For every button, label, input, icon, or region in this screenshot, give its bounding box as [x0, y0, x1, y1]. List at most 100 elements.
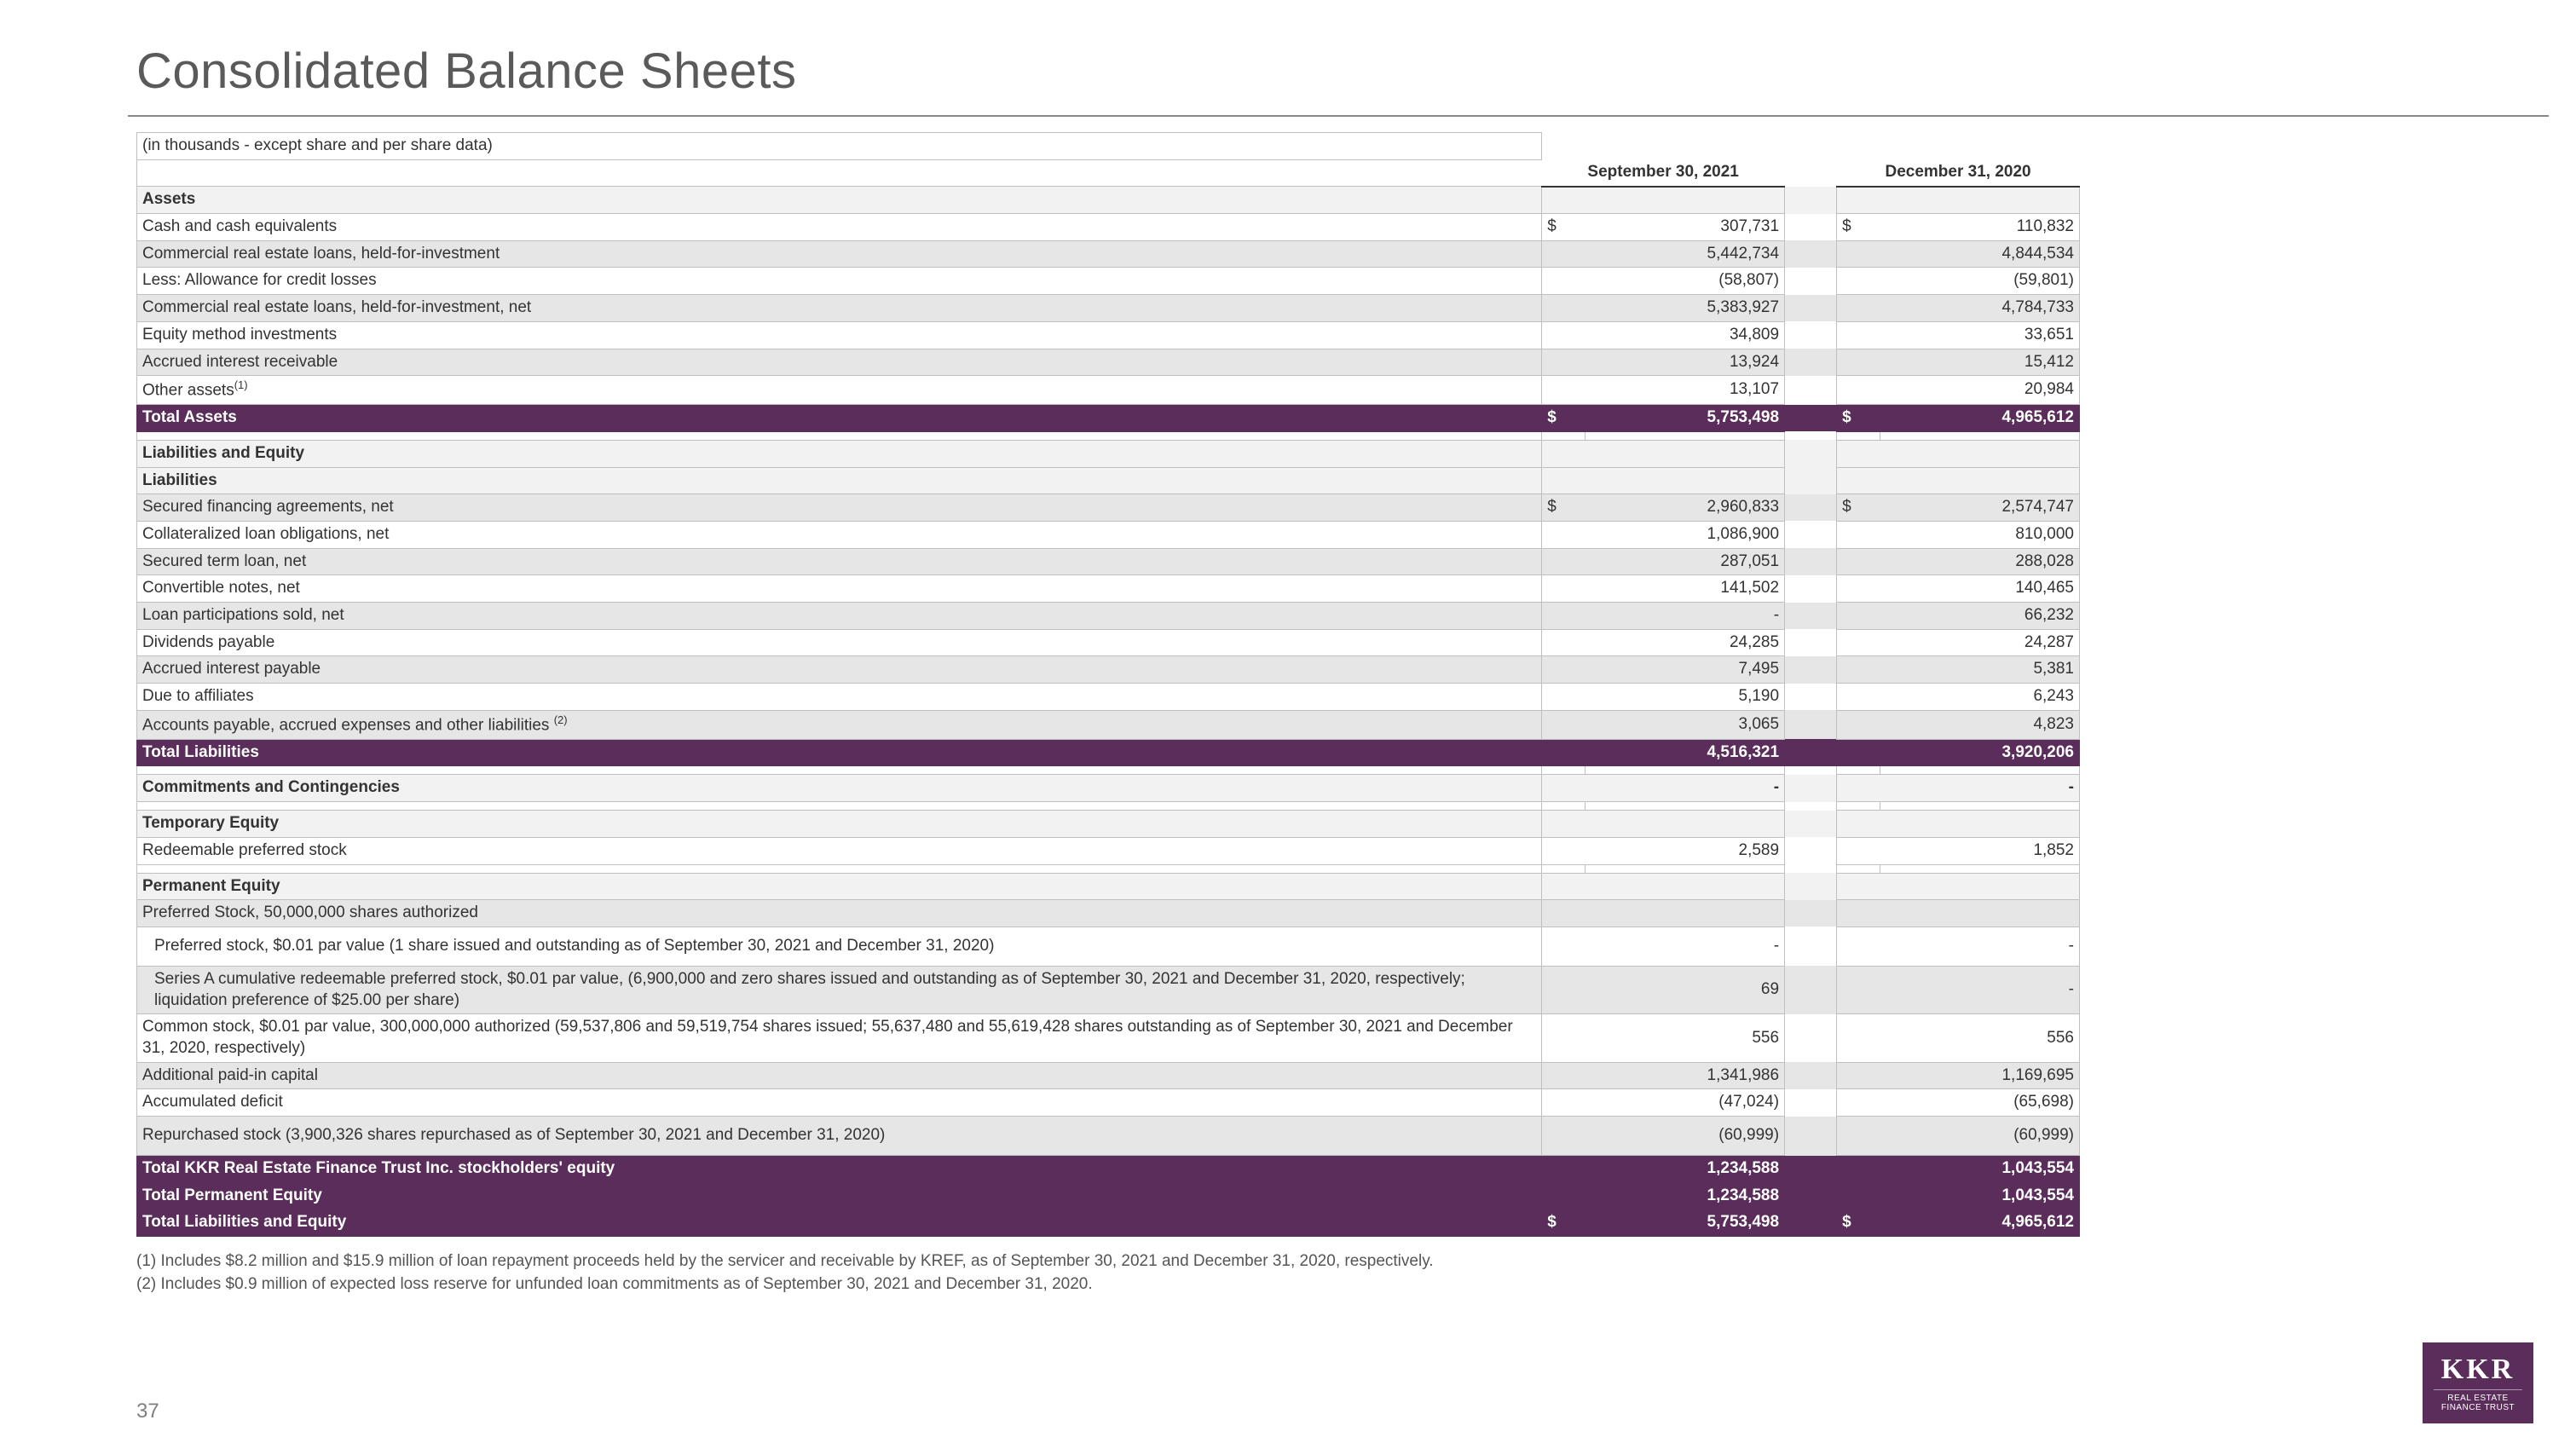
value-period2: 5,381	[1880, 656, 2079, 684]
value-period2: -	[1880, 775, 2079, 802]
footnote-2: (2) Includes $0.9 million of expected lo…	[136, 1273, 2438, 1296]
value-period2: 66,232	[1880, 603, 2079, 630]
row-label: Due to affiliates	[137, 684, 1542, 711]
row-label: Accumulated deficit	[137, 1089, 1542, 1117]
row-label: Total Liabilities	[137, 739, 1542, 766]
table-subtitle: (in thousands - except share and per sha…	[137, 133, 1542, 160]
row-label: Total Permanent Equity	[137, 1182, 1542, 1209]
value-period1: 2,960,833	[1585, 494, 1785, 522]
value-period2: 140,465	[1880, 575, 2079, 603]
logo-text: KKR	[2441, 1354, 2515, 1386]
row-label: Preferred Stock, 50,000,000 shares autho…	[137, 900, 1542, 927]
value-period1: 34,809	[1585, 321, 1785, 349]
value-period1: 5,753,498	[1585, 1209, 1785, 1237]
row-label: Total Assets	[137, 405, 1542, 432]
row-label: Accrued interest receivable	[137, 349, 1542, 376]
value-period1: 1,234,588	[1585, 1156, 1785, 1183]
row-label: Liabilities	[137, 467, 1542, 494]
value-period2: 1,043,554	[1880, 1182, 2079, 1209]
value-period2: 6,243	[1880, 684, 2079, 711]
value-period2: 556	[1880, 1014, 2079, 1062]
value-period1: (60,999)	[1585, 1117, 1785, 1156]
row-label: Permanent Equity	[137, 873, 1542, 900]
value-period1: 3,065	[1585, 710, 1785, 739]
value-period1	[1585, 811, 1785, 838]
row-label: Preferred stock, $0.01 par value (1 shar…	[137, 927, 1542, 966]
row-label: Series A cumulative redeemable preferred…	[137, 966, 1542, 1013]
value-period2: 20,984	[1880, 376, 2079, 405]
row-label: Loan participations sold, net	[137, 603, 1542, 630]
column-header-period2: December 31, 2020	[1837, 159, 2080, 187]
value-period2: (59,801)	[1880, 268, 2079, 295]
value-period1: 1,341,986	[1585, 1062, 1785, 1089]
value-period1: -	[1585, 603, 1785, 630]
value-period2: (65,698)	[1880, 1089, 2079, 1117]
value-period1: (58,807)	[1585, 268, 1785, 295]
value-period2: 110,832	[1880, 214, 2079, 241]
value-period2: 4,844,534	[1880, 240, 2079, 268]
value-period2: 2,574,747	[1880, 494, 2079, 522]
value-period2	[1880, 900, 2079, 927]
value-period1: -	[1585, 927, 1785, 966]
value-period1	[1585, 187, 1785, 214]
value-period1: 141,502	[1585, 575, 1785, 603]
value-period1: 1,234,588	[1585, 1182, 1785, 1209]
value-period2: 1,043,554	[1880, 1156, 2079, 1183]
value-period2	[1880, 187, 2079, 214]
row-label: Dividends payable	[137, 629, 1542, 656]
value-period1	[1585, 467, 1785, 494]
value-period1: 287,051	[1585, 548, 1785, 575]
value-period1	[1585, 440, 1785, 467]
brand-logo: KKR REAL ESTATEFINANCE TRUST	[2423, 1342, 2533, 1423]
row-label: Liabilities and Equity	[137, 440, 1542, 467]
row-label: Total KKR Real Estate Finance Trust Inc.…	[137, 1156, 1542, 1183]
footnote-1: (1) Includes $8.2 million and $15.9 mill…	[136, 1250, 2438, 1273]
value-period1: 69	[1585, 966, 1785, 1013]
value-period2: 4,823	[1880, 710, 2079, 739]
row-label: Secured term loan, net	[137, 548, 1542, 575]
value-period1: 5,753,498	[1585, 405, 1785, 432]
page-title: Consolidated Balance Sheets	[136, 43, 2438, 100]
value-period2: 33,651	[1880, 321, 2079, 349]
logo-subtext: REAL ESTATEFINANCE TRUST	[2434, 1389, 2522, 1412]
row-label: Temporary Equity	[137, 811, 1542, 838]
value-period1: 2,589	[1585, 837, 1785, 864]
value-period2: -	[1880, 966, 2079, 1013]
value-period1: 5,383,927	[1585, 295, 1785, 322]
value-period2: 24,287	[1880, 629, 2079, 656]
value-period2: -	[1880, 927, 2079, 966]
row-label: Additional paid-in capital	[137, 1062, 1542, 1089]
value-period2: 810,000	[1880, 521, 2079, 548]
value-period1: (47,024)	[1585, 1089, 1785, 1117]
row-label: Cash and cash equivalents	[137, 214, 1542, 241]
row-label: Common stock, $0.01 par value, 300,000,0…	[137, 1014, 1542, 1062]
value-period2: (60,999)	[1880, 1117, 2079, 1156]
value-period1: -	[1585, 775, 1785, 802]
value-period1	[1585, 900, 1785, 927]
value-period2: 1,852	[1880, 837, 2079, 864]
row-label: Assets	[137, 187, 1542, 214]
row-label: Accounts payable, accrued expenses and o…	[137, 710, 1542, 739]
value-period1: 13,107	[1585, 376, 1785, 405]
title-underline	[128, 115, 2549, 117]
column-header-period1: September 30, 2021	[1542, 159, 1785, 187]
value-period2	[1880, 440, 2079, 467]
value-period2	[1880, 467, 2079, 494]
row-label: Equity method investments	[137, 321, 1542, 349]
value-period1: 1,086,900	[1585, 521, 1785, 548]
value-period2: 1,169,695	[1880, 1062, 2079, 1089]
value-period2: 15,412	[1880, 349, 2079, 376]
value-period2	[1880, 811, 2079, 838]
row-label: Commitments and Contingencies	[137, 775, 1542, 802]
row-label: Secured financing agreements, net	[137, 494, 1542, 522]
value-period1: 5,190	[1585, 684, 1785, 711]
value-period2: 3,920,206	[1880, 739, 2079, 766]
value-period2: 4,965,612	[1880, 405, 2079, 432]
value-period2	[1880, 873, 2079, 900]
row-label: Other assets(1)	[137, 376, 1542, 405]
footnotes: (1) Includes $8.2 million and $15.9 mill…	[136, 1250, 2438, 1296]
value-period1	[1585, 873, 1785, 900]
value-period2: 4,965,612	[1880, 1209, 2079, 1237]
row-label: Total Liabilities and Equity	[137, 1209, 1542, 1237]
row-label: Collateralized loan obligations, net	[137, 521, 1542, 548]
